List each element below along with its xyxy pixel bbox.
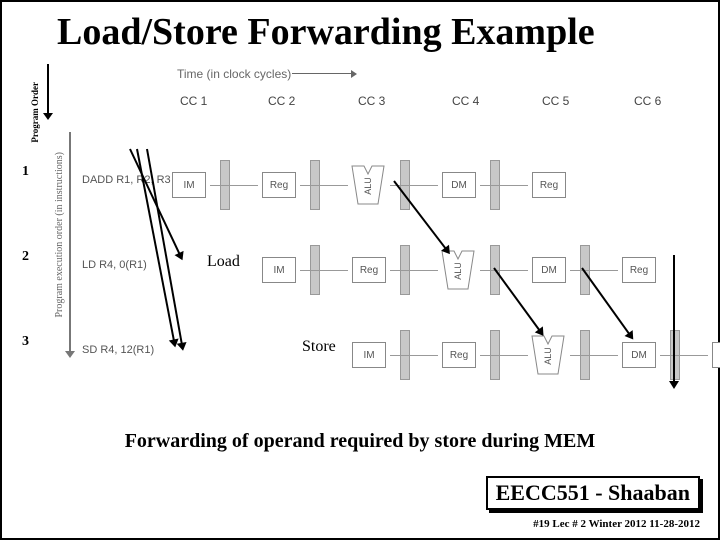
cycle-label: CC 4 (452, 94, 479, 108)
load-label: Load (207, 253, 240, 271)
forwarding-arrow (393, 180, 447, 249)
alu-stage: ALU (530, 334, 566, 376)
course-footer: EECC551 - Shaaban (486, 476, 700, 510)
instruction-label: LD R4, 0(R1) (82, 259, 147, 271)
y-axis-label: Program Order (30, 82, 40, 143)
cycle-label: CC 6 (634, 94, 661, 108)
cycle-label: CC 1 (180, 94, 207, 108)
pipeline-stage: DM (442, 172, 476, 198)
pipeline-wire (570, 355, 618, 356)
pipeline-wire (480, 270, 528, 271)
pipeline-wire (390, 270, 438, 271)
pipeline-stage: Reg (622, 257, 656, 283)
forwarding-arrow (673, 255, 675, 383)
instruction-label: DADD R1, R2, R3 (82, 174, 171, 186)
store-label: Store (302, 338, 336, 356)
row-number: 1 (22, 164, 29, 180)
forwarding-caption: Forwarding of operand required by store … (2, 430, 718, 453)
pipeline-stage: IM (172, 172, 206, 198)
pipeline-stage: DM (532, 257, 566, 283)
pipeline-stage: Reg (442, 342, 476, 368)
pipeline-stage: Reg (712, 342, 720, 368)
time-header: Time (in clock cycles) (177, 67, 291, 81)
pipeline-wire (480, 355, 528, 356)
pipeline-stage: Reg (532, 172, 566, 198)
pipeline-wire (480, 185, 528, 186)
instruction-label: SD R4, 12(R1) (82, 344, 154, 356)
pipeline-stage: DM (622, 342, 656, 368)
alu-stage: ALU (350, 164, 386, 206)
cycle-label: CC 2 (268, 94, 295, 108)
pipeline-stage: Reg (352, 257, 386, 283)
pipeline-wire (660, 355, 708, 356)
time-arrow (292, 73, 352, 74)
y-axis-label-2: Program execution order (in instructions… (54, 152, 65, 318)
pipeline-stage: IM (352, 342, 386, 368)
pipeline-wire (390, 355, 438, 356)
svg-text:ALU: ALU (453, 262, 463, 280)
page-title: Load/Store Forwarding Example (57, 10, 595, 54)
lecture-subfooter: #19 Lec # 2 Winter 2012 11-28-2012 (533, 518, 700, 530)
pipeline-wire (300, 185, 348, 186)
svg-text:ALU: ALU (543, 347, 553, 365)
pipeline-wire (570, 270, 618, 271)
pipeline-stage: IM (262, 257, 296, 283)
svg-text:ALU: ALU (363, 177, 373, 195)
pipeline-stage: Reg (262, 172, 296, 198)
pipeline-wire (210, 185, 258, 186)
y-axis-arrow-2 (69, 132, 71, 352)
cycle-label: CC 5 (542, 94, 569, 108)
row-number: 2 (22, 249, 29, 265)
cycle-label: CC 3 (358, 94, 385, 108)
y-axis-arrow (47, 64, 49, 114)
pipeline-wire (300, 270, 348, 271)
row-number: 3 (22, 334, 29, 350)
